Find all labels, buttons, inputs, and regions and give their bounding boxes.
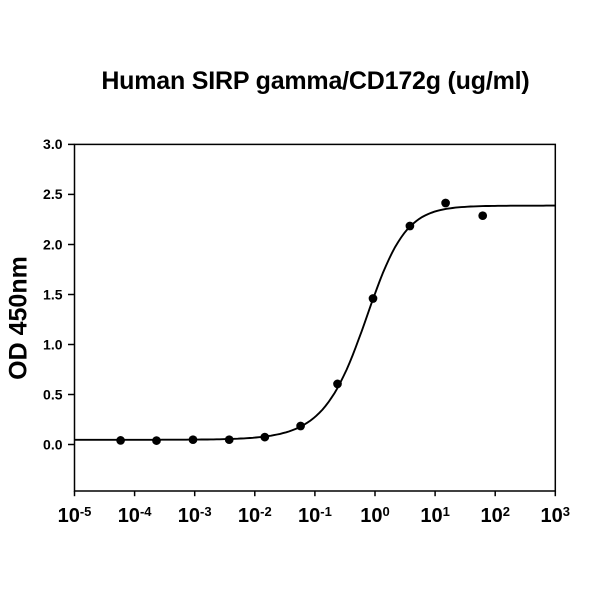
svg-text:0.0: 0.0 (43, 436, 63, 452)
svg-text:Human SIRP gamma/CD172g (ug/ml: Human SIRP gamma/CD172g (ug/ml) (101, 67, 529, 95)
svg-text:1.5: 1.5 (43, 286, 63, 302)
svg-text:0.5: 0.5 (43, 386, 63, 402)
svg-text:103: 103 (541, 504, 570, 527)
svg-text:2.5: 2.5 (43, 186, 63, 202)
svg-text:1.0: 1.0 (43, 336, 63, 352)
svg-text:102: 102 (480, 504, 509, 527)
svg-text:101: 101 (420, 504, 449, 527)
svg-text:2.0: 2.0 (43, 236, 63, 252)
svg-text:3.0: 3.0 (43, 136, 63, 152)
svg-text:OD 450nm: OD 450nm (5, 256, 33, 380)
svg-text:100: 100 (360, 504, 389, 527)
